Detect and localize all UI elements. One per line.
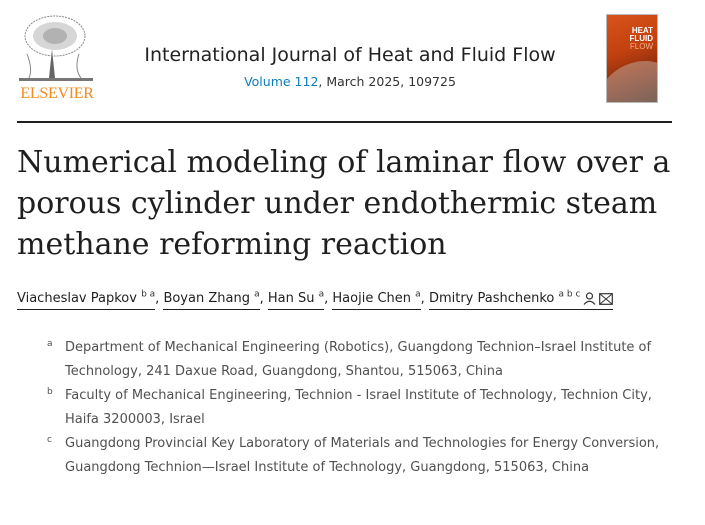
cover-graphic [607, 48, 657, 102]
tree-logo-icon [19, 15, 93, 81]
header-divider [17, 121, 672, 123]
cover-title: HEAT FLUID FLOW [629, 26, 653, 51]
author-list: Viacheslav Papkov b a, Boyan Zhang a, Ha… [17, 290, 614, 311]
journal-cover[interactable]: HEAT FLUID FLOW [606, 14, 658, 103]
affiliation-item: a Department of Mechanical Engineering (R… [47, 339, 652, 379]
author-link[interactable]: Haojie Chen a [332, 290, 421, 311]
person-icon [583, 292, 596, 306]
elsevier-logo[interactable]: ELSEVIER [17, 14, 97, 104]
affiliation-item: c Guangdong Provincial Key Laboratory of … [47, 435, 660, 475]
envelope-icon [599, 292, 614, 305]
volume-info: Volume 112, March 2025, 109725 [100, 74, 600, 89]
article-title: Numerical modeling of laminar flow over … [17, 145, 671, 262]
author-link[interactable]: Viacheslav Papkov b a [17, 290, 156, 311]
affiliations: a Department of Mechanical Engineering (R… [47, 336, 687, 480]
affiliation-item: b Faculty of Mechanical Engineering, Tech… [47, 387, 652, 427]
journal-title[interactable]: International Journal of Heat and Fluid … [144, 44, 556, 66]
author-link[interactable]: Han Su a [267, 290, 325, 311]
issue-info: , March 2025, 109725 [318, 74, 456, 89]
volume-link[interactable]: Volume 112 [244, 74, 319, 89]
author-link[interactable]: Boyan Zhang a [163, 290, 260, 311]
elsevier-wordmark: ELSEVIER [20, 85, 94, 102]
author-link[interactable]: Dmitry Pashchenko a b c [428, 290, 614, 311]
